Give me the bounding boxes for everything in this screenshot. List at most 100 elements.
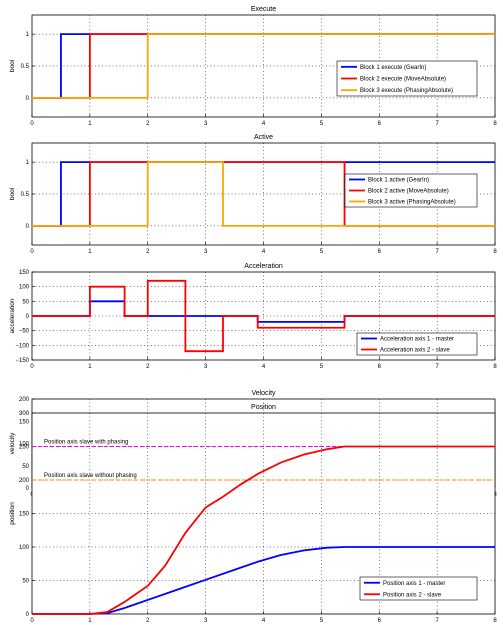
legend-entry: Block 3 active (PhasingAbsolute)	[368, 200, 456, 206]
legend: Position axis 1 - master Position axis 2 …	[359, 576, 478, 601]
x-tick-label: 4	[262, 249, 266, 255]
series-line	[32, 445, 495, 615]
legend: Block 1 execute (GearIn) Block 2 execute …	[336, 60, 478, 97]
chart-title: Active	[254, 134, 273, 141]
x-tick-label: 5	[320, 364, 324, 370]
y-tick-label: 0	[26, 612, 30, 618]
y-tick-label: −100	[15, 343, 29, 349]
x-tick-label: 8	[493, 121, 497, 127]
x-tick-label: 3	[204, 121, 208, 127]
x-tick-label: 7	[435, 249, 439, 255]
legend-entry: Block 2 active (MoveAbsolute)	[368, 189, 449, 195]
y-tick-label: −150	[15, 358, 29, 364]
y-tick-label: 150	[19, 512, 30, 518]
x-tick-label: 7	[435, 121, 439, 127]
x-tick-label: 8	[493, 364, 497, 370]
legend-entry: Block 3 execute (PhasingAbsolute)	[360, 88, 453, 94]
x-tick-label: 6	[378, 364, 382, 370]
x-tick-label: 0	[30, 618, 34, 624]
chart-panel-2: 0 1 2 3 4 5 6 7 8 −150 −100 −50 0 50 100 150 Acceleratio…	[9, 263, 497, 370]
legend-box	[336, 60, 478, 97]
x-tick-label: 4	[262, 364, 266, 370]
x-tick-label: 5	[320, 249, 324, 255]
x-tick-label: 2	[146, 249, 150, 255]
y-tick-label: 50	[22, 464, 29, 470]
y-tick-label: 50	[22, 579, 29, 585]
legend-entry: Block 1 execute (GearIn)	[360, 65, 426, 71]
legend-entry: Acceleration axis 1 - master	[380, 337, 454, 343]
chart-panel-4: 0 1 2 3 4 5 6 7 8 0 50 100 150 200 250 300 Position posit…	[9, 404, 497, 624]
x-tick-label: 6	[378, 121, 382, 127]
y-axis-label: bool	[9, 59, 16, 72]
y-tick-label: 0.5	[21, 64, 30, 70]
x-tick-label: 6	[378, 249, 382, 255]
legend-box	[359, 576, 478, 601]
x-tick-label: 0	[30, 249, 34, 255]
y-axis-label: acceleration	[9, 298, 16, 333]
y-tick-label: 250	[19, 445, 30, 451]
x-tick-label: 1	[88, 249, 92, 255]
y-axis-label: bool	[9, 187, 16, 200]
x-tick-label: 1	[88, 121, 92, 127]
y-tick-label: 200	[19, 478, 30, 484]
x-tick-label: 6	[378, 618, 382, 624]
x-tick-label: 0	[30, 364, 34, 370]
series-line	[32, 279, 495, 353]
y-tick-label: 100	[19, 545, 30, 551]
y-axis-label: velocity	[9, 432, 16, 454]
y-tick-label: −50	[19, 329, 30, 335]
legend-box	[344, 173, 478, 208]
x-tick-label: 4	[262, 618, 266, 624]
x-tick-label: 7	[435, 618, 439, 624]
chart-panel-1: 0 1 2 3 4 5 6 7 8 0 0.5 1 Active bool Block 1 active (…	[9, 134, 497, 255]
x-tick-label: 8	[493, 618, 497, 624]
y-tick-label: 0	[26, 314, 30, 320]
legend-entry: Block 1 active (GearIn)	[368, 178, 429, 184]
chart-title: Velocity	[251, 390, 276, 397]
legend-entry: Position axis 1 - master	[383, 581, 445, 587]
y-tick-label: 1	[26, 160, 30, 166]
legend: Acceleration axis 1 - master Acceleration…	[356, 332, 478, 356]
x-tick-label: 1	[88, 364, 92, 370]
y-tick-label: 0	[26, 486, 30, 492]
y-tick-label: 0	[26, 96, 30, 102]
x-tick-label: 0	[30, 121, 34, 127]
series-line	[32, 161, 495, 227]
y-tick-label: 0.5	[21, 192, 30, 198]
y-tick-label: 100	[19, 442, 30, 448]
x-tick-label: 5	[320, 121, 324, 127]
y-tick-label: 150	[19, 419, 30, 425]
reference-line-label: Position axis slave with phasing	[44, 440, 128, 446]
x-tick-label: 2	[146, 618, 150, 624]
x-tick-label: 3	[204, 618, 208, 624]
y-tick-label: 300	[19, 411, 30, 417]
x-tick-label: 7	[435, 364, 439, 370]
y-tick-label: 50	[22, 299, 29, 305]
y-tick-label: 100	[19, 285, 30, 291]
y-axis-label: position	[9, 502, 16, 525]
chart-title: Acceleration	[244, 263, 283, 270]
x-tick-label: 1	[88, 618, 92, 624]
chart-panel-0: 0 1 2 3 4 5 6 7 8 0 0.5 1 Execute bool Block 1 execute…	[9, 6, 497, 127]
y-tick-label: 150	[19, 270, 30, 276]
x-tick-label: 8	[493, 249, 497, 255]
y-tick-label: 1	[26, 32, 30, 38]
series-line	[32, 546, 495, 615]
series-line	[32, 33, 495, 99]
x-tick-label: 3	[204, 249, 208, 255]
legend-box	[356, 332, 478, 356]
y-tick-label: 200	[19, 397, 30, 403]
x-tick-label: 3	[204, 364, 208, 370]
legend-entry: Block 2 execute (MoveAbsolute)	[360, 77, 446, 83]
chart-title: Execute	[251, 6, 276, 13]
legend-entry: Position axis 2 - slave	[383, 592, 442, 598]
reference-line-label: Position axis slave without phasing	[44, 473, 137, 479]
x-tick-label: 2	[146, 121, 150, 127]
x-tick-label: 5	[320, 618, 324, 624]
chart-title: Position	[251, 404, 276, 411]
x-tick-label: 4	[262, 121, 266, 127]
legend-entry: Acceleration axis 2 - slave	[380, 348, 450, 354]
legend: Block 1 active (GearIn) Block 2 active (M…	[344, 173, 478, 208]
x-tick-label: 2	[146, 364, 150, 370]
